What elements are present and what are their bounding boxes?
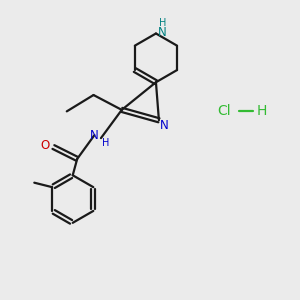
Text: H: H	[159, 18, 166, 28]
Text: H: H	[256, 104, 267, 118]
Text: O: O	[40, 139, 50, 152]
Text: H: H	[102, 138, 109, 148]
Text: Cl: Cl	[218, 104, 231, 118]
Text: N: N	[160, 119, 169, 132]
Text: N: N	[90, 129, 99, 142]
Text: N: N	[158, 26, 167, 38]
